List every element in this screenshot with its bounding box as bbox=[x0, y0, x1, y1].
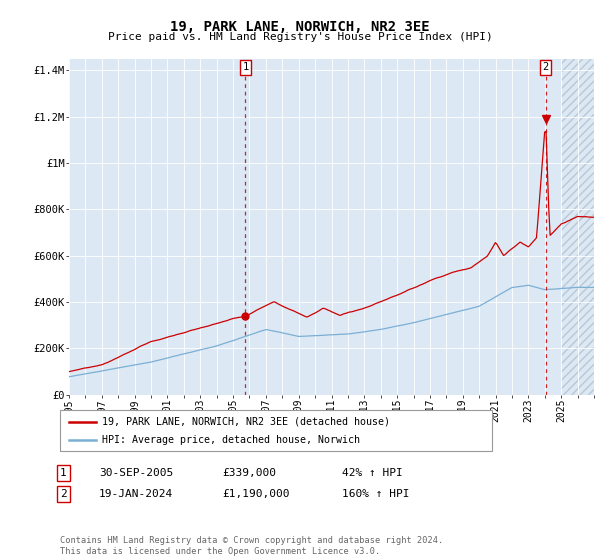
Text: 19-JAN-2024: 19-JAN-2024 bbox=[99, 489, 173, 499]
Text: Contains HM Land Registry data © Crown copyright and database right 2024.
This d: Contains HM Land Registry data © Crown c… bbox=[60, 536, 443, 556]
Text: 42% ↑ HPI: 42% ↑ HPI bbox=[342, 468, 403, 478]
Text: 2: 2 bbox=[60, 489, 67, 499]
Text: 1: 1 bbox=[60, 468, 67, 478]
Bar bbox=[561, 59, 594, 395]
Text: 30-SEP-2005: 30-SEP-2005 bbox=[99, 468, 173, 478]
Text: 19, PARK LANE, NORWICH, NR2 3EE: 19, PARK LANE, NORWICH, NR2 3EE bbox=[170, 20, 430, 34]
Text: £339,000: £339,000 bbox=[222, 468, 276, 478]
Text: £1,190,000: £1,190,000 bbox=[222, 489, 290, 499]
Text: 1: 1 bbox=[242, 62, 248, 72]
Text: Price paid vs. HM Land Registry's House Price Index (HPI): Price paid vs. HM Land Registry's House … bbox=[107, 32, 493, 43]
Text: 19, PARK LANE, NORWICH, NR2 3EE (detached house): 19, PARK LANE, NORWICH, NR2 3EE (detache… bbox=[102, 417, 390, 427]
Text: 2: 2 bbox=[542, 62, 549, 72]
Text: HPI: Average price, detached house, Norwich: HPI: Average price, detached house, Norw… bbox=[102, 435, 360, 445]
Text: 160% ↑ HPI: 160% ↑ HPI bbox=[342, 489, 409, 499]
